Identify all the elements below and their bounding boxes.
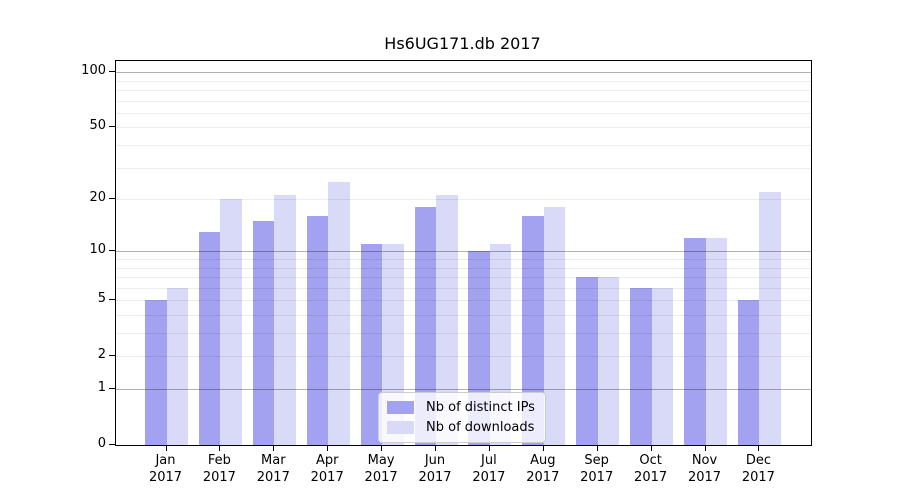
y-tick-mark [109, 126, 115, 128]
x-tick-mark [596, 445, 598, 451]
bar-distinct-ips-sep [576, 277, 598, 445]
minor-gridline [116, 100, 811, 102]
x-tick-label-dec: Dec 2017 [741, 453, 775, 485]
x-tick-label-apr: Apr 2017 [310, 453, 344, 485]
bar-downloads-apr [328, 181, 350, 445]
y-tick-mark [109, 444, 115, 445]
minor-gridline [116, 90, 811, 92]
y-tick-label: 100 [81, 63, 106, 79]
legend-entry-downloads: Nb of downloads [387, 420, 535, 435]
minor-gridline [116, 112, 811, 114]
plot-area [115, 60, 812, 446]
bar-downloads-feb [220, 199, 242, 445]
bar-downloads-mar [274, 195, 296, 445]
minor-gridline [116, 127, 811, 129]
x-tick-mark [542, 445, 544, 451]
bar-downloads-jan [166, 287, 188, 445]
x-tick-label-may: May 2017 [364, 453, 398, 485]
legend-swatch-downloads [387, 421, 414, 434]
chart-title: Hs6UG171.db 2017 [384, 34, 541, 53]
x-tick-label-oct: Oct 2017 [634, 453, 668, 485]
x-tick-label-jun: Jun 2017 [418, 453, 452, 485]
x-tick-mark [704, 445, 706, 451]
bar-downloads-aug [543, 207, 566, 445]
y-tick-label: 50 [89, 118, 106, 134]
legend-label-downloads: Nb of downloads [426, 420, 535, 435]
y-tick-label: 5 [97, 291, 106, 307]
x-tick-mark [327, 445, 329, 451]
x-tick-mark [650, 445, 652, 451]
legend-label-distinct-ips: Nb of distinct IPs [426, 400, 535, 415]
bar-distinct-ips-jan [145, 300, 167, 445]
bar-distinct-ips-may [360, 244, 383, 445]
bar-distinct-ips-oct [630, 287, 652, 445]
x-tick-label-jan: Jan 2017 [148, 453, 183, 485]
x-tick-label-mar: Mar 2017 [256, 453, 290, 485]
bar-downloads-sep [597, 277, 620, 445]
minor-gridline [116, 145, 811, 147]
bar-distinct-ips-jun [414, 207, 436, 445]
bar-distinct-ips-dec [737, 300, 760, 445]
y-tick-label: 0 [97, 436, 106, 451]
y-tick-mark [109, 198, 115, 200]
x-tick-mark [435, 445, 436, 451]
y-tick-mark [109, 388, 115, 389]
bar-distinct-ips-aug [522, 216, 544, 445]
y-tick-mark [109, 299, 115, 301]
bar-distinct-ips-apr [306, 216, 329, 445]
y-tick-label: 2 [97, 347, 106, 363]
y-tick-mark [109, 71, 115, 73]
bar-downloads-oct [651, 287, 674, 445]
bar-distinct-ips-nov [684, 237, 706, 445]
y-tick-label: 20 [89, 190, 106, 206]
x-tick-mark [219, 445, 221, 451]
x-tick-mark [273, 445, 275, 451]
bar-downloads-dec [759, 191, 781, 445]
x-tick-mark [381, 445, 383, 451]
x-tick-label-feb: Feb 2017 [202, 453, 236, 485]
bar-downloads-nov [705, 237, 727, 445]
y-tick-mark [109, 355, 115, 357]
x-tick-mark [165, 445, 167, 451]
bar-distinct-ips-feb [198, 231, 221, 445]
minor-gridline [116, 80, 811, 82]
y-tick-label: 1 [97, 380, 106, 395]
legend-entry-distinct-ips: Nb of distinct IPs [387, 400, 535, 415]
x-tick-label-nov: Nov 2017 [687, 453, 722, 485]
x-tick-label-jul: Jul 2017 [472, 453, 506, 485]
major-gridline [116, 72, 811, 74]
x-tick-mark [488, 445, 490, 451]
bar-downloads-jun [436, 195, 458, 445]
legend-swatch-distinct-ips [387, 401, 414, 414]
y-tick-label: 10 [89, 242, 106, 258]
x-tick-label-sep: Sep 2017 [580, 453, 614, 485]
x-tick-label-aug: Aug 2017 [526, 453, 560, 485]
minor-gridline [116, 167, 811, 169]
x-tick-mark [758, 445, 760, 451]
legend: Nb of distinct IPs Nb of downloads [378, 392, 546, 443]
bar-distinct-ips-mar [252, 221, 275, 445]
y-tick-mark [109, 250, 115, 252]
